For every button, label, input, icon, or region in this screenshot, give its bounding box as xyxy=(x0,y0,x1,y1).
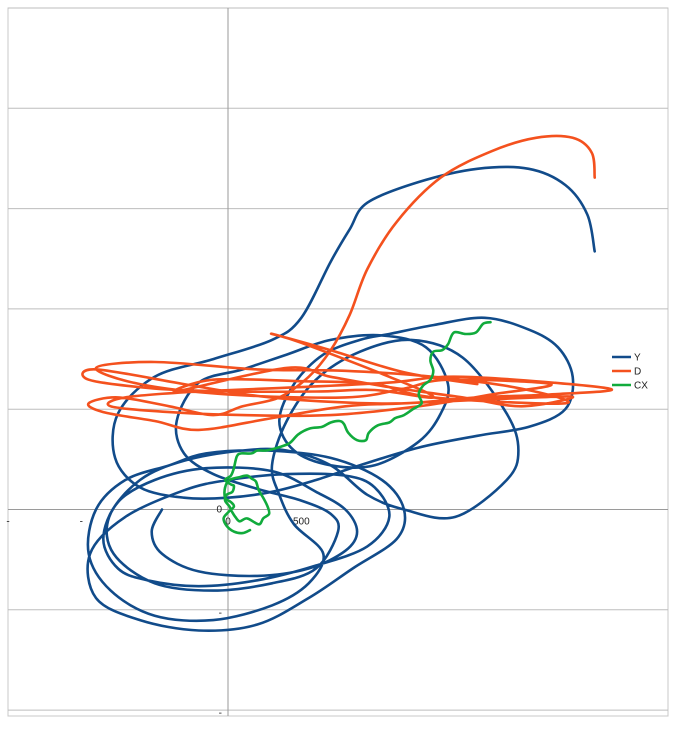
series-line-d xyxy=(81,134,614,432)
gridlines xyxy=(8,7,668,711)
x-tick-label: 0 xyxy=(225,517,231,528)
legend-label-d: D xyxy=(634,367,641,378)
x-tick-label: - xyxy=(6,517,9,528)
series-line-y xyxy=(86,165,596,632)
legend-label-cx: CX xyxy=(634,381,648,392)
axes: - - 0 500 0 - - xyxy=(6,8,668,719)
legend-label-y: Y xyxy=(634,353,641,364)
y-tick-label: 0 xyxy=(216,505,222,516)
y-tick-label: - xyxy=(219,708,222,719)
legend: YD CX xyxy=(612,353,648,392)
x-tick-label: 500 xyxy=(293,517,310,528)
series-line-cx xyxy=(222,320,492,535)
series-layer xyxy=(81,134,614,632)
x-tick-label: - xyxy=(80,517,83,528)
y-tick-label: - xyxy=(219,608,222,619)
